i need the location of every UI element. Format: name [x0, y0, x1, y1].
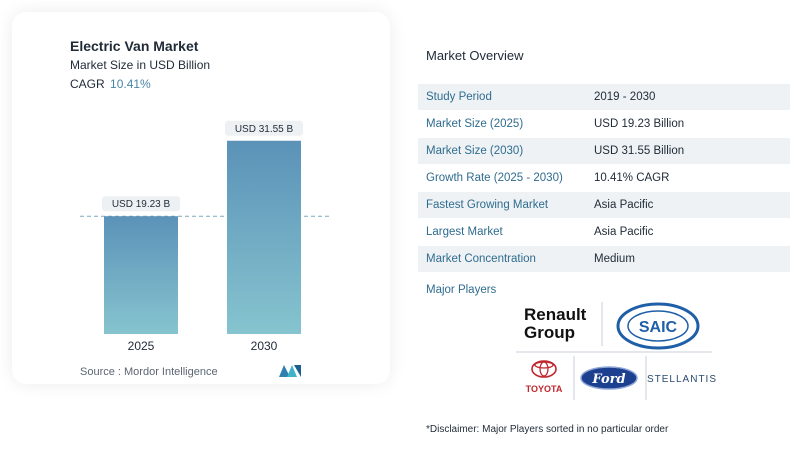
value-label-bg — [102, 196, 180, 212]
overview-value: Asia Pacific — [594, 226, 654, 238]
x-tick-label: 2030 — [251, 339, 278, 353]
overview-value: 10.41% CAGR — [594, 172, 670, 184]
cagr-label: CAGR — [70, 77, 105, 91]
overview-value: USD 31.55 Billion — [594, 145, 685, 157]
overview-row: Growth Rate (2025 - 2030) 10.41% CAGR — [418, 165, 790, 191]
cagr-line: CAGR 10.41% — [70, 77, 151, 91]
renault-group-logo: Renault Group — [524, 305, 587, 342]
overview-row: Fastest Growing Market Asia Pacific — [418, 192, 790, 218]
overview-value: USD 19.23 Billion — [594, 118, 685, 130]
major-players-logos: Renault Group SAIC TOYOTA Ford STELLANTIS — [516, 302, 716, 400]
overview-key: Growth Rate (2025 - 2030) — [426, 172, 563, 184]
chart-card — [12, 12, 390, 384]
x-tick-label: 2025 — [128, 339, 155, 353]
bar-2025 — [104, 216, 178, 334]
major-players-label: Major Players — [426, 284, 497, 296]
overview-key: Market Size (2025) — [426, 118, 524, 130]
overview-value: Medium — [594, 253, 635, 265]
stellantis-logo: STELLANTIS — [647, 374, 716, 385]
overview-key: Market Concentration — [426, 253, 536, 265]
overview-key: Largest Market — [426, 226, 503, 238]
overview-row: Market Concentration Medium — [418, 246, 790, 272]
market-overview-panel: Market Overview Study Period 2019 - 2030… — [418, 0, 800, 459]
overview-value: Asia Pacific — [594, 199, 654, 211]
renault-logo-line1: Renault Group — [524, 305, 587, 342]
saic-logo: SAIC — [616, 302, 700, 350]
bar-chart: USD 19.23 B 2025 USD 31.55 B 2030 — [80, 120, 330, 353]
overview-row: Market Size (2025) USD 19.23 Billion — [418, 111, 790, 137]
disclaimer: *Disclaimer: Major Players sorted in no … — [426, 424, 669, 435]
value-label-bg — [225, 120, 303, 136]
overview-key: Study Period — [426, 91, 492, 103]
saic-logo-text: SAIC — [639, 319, 678, 336]
ford-logo-text: Ford — [591, 372, 625, 387]
overview-row: Study Period 2019 - 2030 — [418, 84, 790, 110]
overview-key: Market Size (2030) — [426, 145, 524, 157]
overview-value: 2019 - 2030 — [594, 91, 656, 103]
overview-row: Market Size (2030) USD 31.55 Billion — [418, 138, 790, 164]
overview-key: Fastest Growing Market — [426, 199, 549, 211]
chart-subtitle: Market Size in USD Billion — [70, 58, 211, 72]
toyota-logo: TOYOTA — [526, 360, 563, 394]
value-label: USD 19.23 B — [112, 199, 171, 210]
overview-title: Market Overview — [426, 48, 524, 63]
cagr-value: 10.41% — [110, 77, 151, 91]
overview-row: Largest Market Asia Pacific — [418, 219, 790, 245]
value-label: USD 31.55 B — [235, 124, 294, 135]
stellantis-logo-text: STELLANTIS — [647, 374, 716, 385]
source-text: Source : Mordor Intelligence — [80, 366, 218, 378]
chart-title: Electric Van Market — [70, 38, 199, 54]
bar-2030 — [227, 140, 301, 334]
mordor-intelligence-logo-icon — [279, 365, 301, 377]
ford-logo: Ford — [580, 366, 638, 390]
toyota-logo-text: TOYOTA — [526, 384, 563, 394]
